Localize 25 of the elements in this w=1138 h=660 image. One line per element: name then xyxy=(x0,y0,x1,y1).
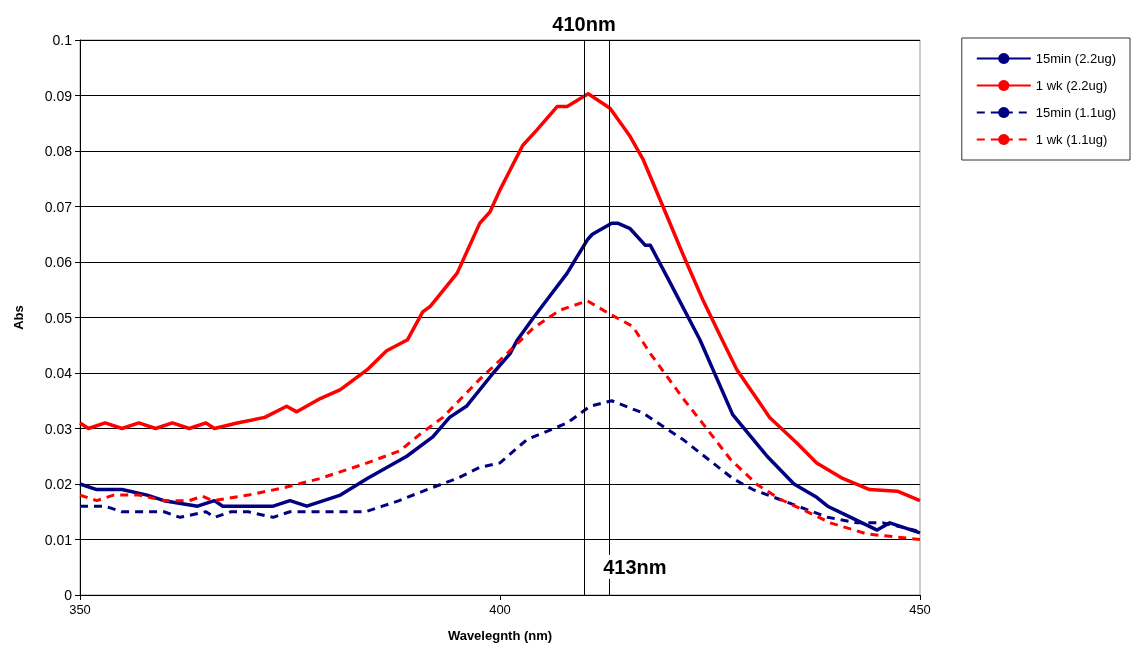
y-tick-label: 0.03 xyxy=(44,420,73,437)
y-tick-label: 0.04 xyxy=(44,365,73,381)
ref-line-label: 410nm xyxy=(552,13,616,35)
y-tick-label: 0.07 xyxy=(44,198,73,215)
y-axis-title: Abs xyxy=(11,305,26,330)
legend-label: 15min (2.2ug) xyxy=(1035,51,1117,66)
legend-label: 1 wk (2.2ug) xyxy=(1035,78,1108,93)
y-tick-label: 0.01 xyxy=(44,531,73,548)
y-tick-label: 0.08 xyxy=(44,143,73,159)
y-tick-label: 0.09 xyxy=(44,87,73,104)
x-axis-title: Wavelegnth (nm) xyxy=(447,628,553,643)
legend-label: 15min (1.1ug) xyxy=(1035,105,1117,120)
x-tick-label: 450 xyxy=(909,602,931,617)
line-series xyxy=(78,92,922,503)
y-tick-label: 0.06 xyxy=(44,254,73,270)
legend-label: 1 wk (1.1ug) xyxy=(1035,132,1108,147)
y-tick-label: 0.1 xyxy=(52,32,73,48)
y-tick-label: 0.02 xyxy=(44,476,73,492)
line-series xyxy=(78,221,922,535)
x-tick-label: 400 xyxy=(489,602,511,617)
x-tick-label: 350 xyxy=(69,602,91,617)
y-tick-label: 0.05 xyxy=(44,309,73,326)
y-tick-label: 0 xyxy=(64,587,73,603)
ref-line-label: 413nm xyxy=(603,556,667,578)
line-series xyxy=(78,299,922,541)
